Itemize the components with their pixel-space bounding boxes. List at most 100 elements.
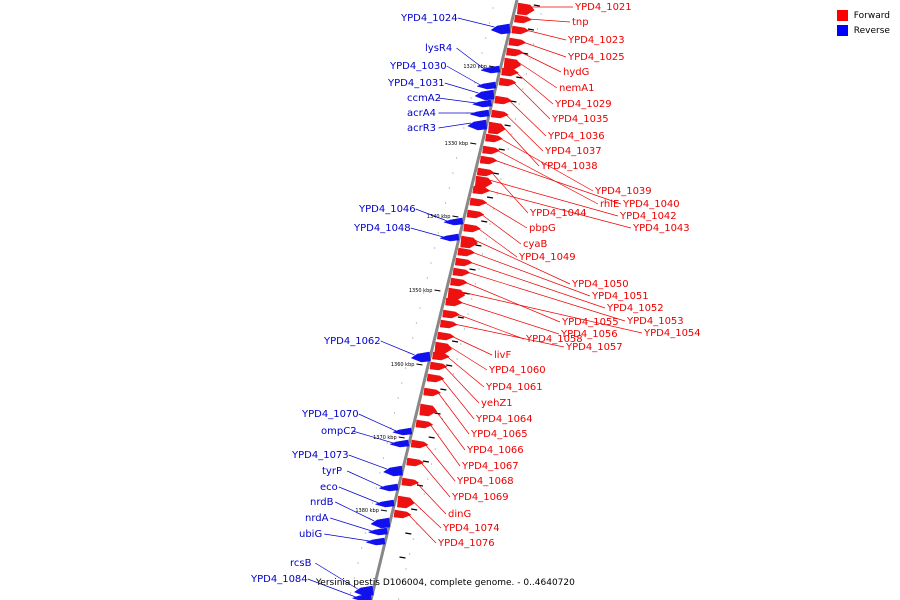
forward-gene-label: YPD4_1069 <box>451 492 509 503</box>
forward-gene <box>410 439 429 449</box>
reverse-leader-line <box>315 562 358 590</box>
guide-dot <box>441 217 443 219</box>
forward-gene-label: YPD4_1029 <box>554 99 612 110</box>
reverse-gene <box>439 233 460 242</box>
reverse-swatch <box>836 25 848 36</box>
forward-gene-label: YPD4_1050 <box>571 279 629 290</box>
scale-tick <box>416 363 423 366</box>
forward-leader-line <box>459 301 560 335</box>
forward-gene-label: YPD4_1040 <box>622 199 680 210</box>
guide-dot <box>488 22 491 24</box>
reverse-leader-line <box>307 578 356 598</box>
guide-dot <box>525 73 528 75</box>
forward-gene-label: YPD4_1057 <box>565 342 623 353</box>
reverse-gene-label: rcsB <box>290 558 312 569</box>
guide-dot <box>467 313 469 315</box>
guide-dot <box>357 562 359 564</box>
guide-dot <box>474 283 476 285</box>
scale-tick <box>470 142 477 145</box>
forward-leader-line <box>522 41 567 58</box>
reverse-leader-line <box>438 122 472 129</box>
forward-gene <box>514 14 532 24</box>
guide-dot <box>485 37 487 39</box>
reverse-gene-label: nrdA <box>305 513 329 524</box>
guide-dot <box>423 493 425 495</box>
reverse-gene-label: ompC2 <box>321 426 357 437</box>
guide-dot <box>419 307 421 309</box>
forward-leader-line <box>517 61 558 89</box>
reverse-gene-label: ccmA2 <box>407 93 441 104</box>
scale-tick-label: 1340 kbp <box>427 214 451 220</box>
forward-gene <box>501 67 519 77</box>
guide-dot <box>522 88 524 90</box>
forward-leader-line <box>515 71 554 105</box>
reverse-gene <box>383 465 403 477</box>
forward-gene <box>460 235 478 249</box>
legend-label-reverse: Reverse <box>853 25 890 36</box>
guide-dot <box>427 478 429 480</box>
forward-gene-label: YPD4_1061 <box>485 382 543 393</box>
guide-dot <box>463 127 465 129</box>
forward-leader-line <box>474 239 571 285</box>
feature-mark <box>416 484 424 487</box>
forward-gene-label: YPD4_1052 <box>606 303 664 314</box>
forward-gene <box>434 341 453 355</box>
guide-dot <box>372 502 374 504</box>
guide-dot <box>397 397 399 399</box>
reverse-leader-line <box>338 486 379 504</box>
guide-dot <box>500 178 502 180</box>
forward-gene <box>472 185 491 195</box>
forward-gene-label: YPD4_1037 <box>544 146 602 157</box>
forward-gene <box>415 419 434 429</box>
feature-mark <box>533 4 540 7</box>
reverse-gene-label: YPD4_1048 <box>353 223 411 234</box>
guide-dot <box>493 208 495 210</box>
forward-gene-label: cyaB <box>523 239 548 250</box>
forward-gene-label: yehZ1 <box>481 398 513 409</box>
feature-mark <box>405 532 412 535</box>
reverse-gene <box>370 517 391 529</box>
forward-leader-line <box>483 201 528 229</box>
guide-dot <box>452 373 455 375</box>
forward-gene <box>511 25 530 35</box>
guide-dot <box>463 328 466 330</box>
forward-leader-line <box>446 355 485 388</box>
forward-leader-line <box>489 179 619 217</box>
forward-gene-label: YPD4_1066 <box>466 445 524 456</box>
feature-mark <box>516 76 523 79</box>
scale-tick <box>452 215 459 218</box>
guide-dot <box>477 67 480 69</box>
forward-leader-line <box>433 407 466 451</box>
guide-dot <box>455 157 458 159</box>
forward-leader-line <box>456 313 525 340</box>
feature-mark <box>510 100 517 103</box>
reverse-leader-line <box>415 208 448 222</box>
forward-gene <box>476 167 495 177</box>
forward-gene <box>452 267 471 277</box>
forward-leader-line <box>466 271 626 322</box>
reverse-gene <box>389 439 410 448</box>
guide-dot <box>393 412 396 414</box>
forward-leader-line <box>502 125 540 167</box>
forward-gene-label: nemA1 <box>559 83 594 94</box>
guide-dot <box>423 292 425 294</box>
feature-mark <box>527 28 535 31</box>
forward-gene-label: YPD4_1035 <box>551 114 609 125</box>
guide-dot <box>529 58 531 60</box>
forward-gene <box>488 121 506 135</box>
reverse-leader-line <box>444 82 479 94</box>
reverse-gene <box>476 81 497 90</box>
forward-gene <box>436 331 455 341</box>
reverse-leader-line <box>438 97 476 104</box>
feature-mark <box>475 244 482 247</box>
scale-tick-label: 1350 kbp <box>409 288 433 294</box>
forward-gene-label: YPD4_1039 <box>594 186 652 197</box>
reverse-gene-label: YPD4_1024 <box>400 13 458 24</box>
reverse-gene <box>469 109 490 118</box>
forward-leader-line <box>469 261 606 309</box>
reverse-gene-label: YPD4_1070 <box>301 409 359 420</box>
feature-mark <box>451 340 459 343</box>
scale-tick-label: 1360 kbp <box>391 362 415 368</box>
forward-gene <box>490 109 509 119</box>
